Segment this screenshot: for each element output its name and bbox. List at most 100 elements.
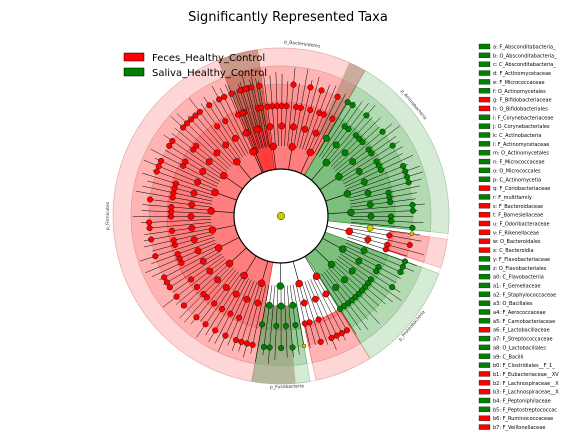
key-swatch-h [478, 105, 491, 112]
branch [318, 101, 356, 158]
node-feces [225, 259, 234, 268]
key-swatch-b1 [478, 371, 491, 377]
branch [345, 163, 408, 190]
branch [313, 93, 346, 155]
node-feces [243, 295, 251, 303]
node-feces [256, 82, 263, 89]
node-saliva [401, 258, 408, 265]
node-feces [328, 334, 335, 341]
branch [290, 83, 300, 147]
key-label-e: e: F_Micrococcaceae [493, 80, 545, 86]
branch [326, 226, 350, 232]
node-feces [211, 300, 218, 307]
branch [236, 161, 252, 180]
node-feces [283, 103, 290, 110]
branch [243, 255, 257, 276]
key-swatch-b7 [478, 424, 491, 430]
node-saliva [292, 322, 299, 329]
key-label-a1: a1: F_Gemellaceae [493, 283, 541, 289]
key-label-j: j: O_Corynebacteriales [492, 124, 550, 130]
branch [311, 162, 327, 181]
branch [269, 75, 276, 147]
key-label-b4: b4: F_Peptoniphilaceae [493, 399, 551, 405]
node-saliva [348, 267, 356, 275]
node-feces [249, 341, 256, 348]
node-feces [343, 327, 350, 334]
branch [314, 248, 332, 265]
branch [301, 282, 322, 344]
node-feces [307, 106, 314, 113]
key-swatch-u [478, 220, 491, 227]
node-feces [199, 168, 207, 175]
node-saliva [345, 126, 352, 133]
node-saliva [387, 199, 394, 206]
node-feces [227, 310, 234, 317]
node-saliva [276, 282, 284, 290]
branch [267, 285, 276, 364]
branch [349, 228, 422, 242]
key-label-b2: b2: F_Lachnospiraceae__X [493, 381, 559, 387]
branch [323, 103, 369, 161]
node-feces [239, 109, 246, 116]
branch [218, 237, 240, 249]
level-ring [112, 47, 450, 385]
branch [289, 285, 300, 355]
branch [313, 277, 346, 341]
node-saliva [373, 268, 380, 275]
legend-label-feces: Feces_Healthy_Control [152, 53, 265, 64]
key-label-h: h: O_Bifidobacteriales [493, 106, 548, 112]
node-feces [254, 299, 262, 307]
node-feces [180, 302, 187, 309]
key-swatch-s [478, 203, 491, 209]
tree-branches [132, 67, 425, 364]
branch [284, 80, 289, 147]
node-feces [253, 125, 261, 133]
node-feces [205, 158, 213, 166]
node-saliva [402, 168, 409, 175]
node-feces [153, 168, 160, 175]
branch [211, 210, 235, 213]
key-swatch-a7 [478, 335, 491, 342]
key-swatch-n [478, 158, 491, 165]
node-feces [194, 178, 202, 186]
branch [152, 169, 216, 193]
node-feces [232, 290, 240, 298]
branch [304, 281, 329, 345]
branch [318, 274, 357, 335]
node-feces [200, 290, 207, 297]
key-swatch-v [478, 229, 491, 236]
node-feces [219, 305, 226, 312]
branch [229, 247, 247, 264]
node-saliva [323, 134, 330, 142]
node-saliva [379, 128, 386, 135]
branch [330, 265, 378, 313]
node-saliva [282, 322, 289, 329]
node-feces [202, 321, 209, 328]
branch [252, 151, 263, 174]
branch [287, 67, 296, 147]
key-swatch-c [478, 61, 491, 67]
node-feces [192, 112, 199, 119]
key-swatch-q [478, 185, 491, 191]
branch [258, 80, 270, 148]
branch [152, 234, 214, 252]
branch [239, 82, 261, 150]
key-label-b0: b0: F_Clostridiales__F_1_ [493, 363, 555, 369]
branch [214, 192, 237, 201]
node-feces [188, 116, 195, 123]
node-saliva [341, 149, 349, 157]
key-swatch-a4 [478, 309, 491, 315]
branch [167, 144, 222, 179]
branch [349, 192, 417, 205]
branch [292, 284, 305, 347]
node-feces [213, 149, 221, 157]
node-feces [297, 104, 304, 111]
branch [147, 180, 214, 199]
node-neutral [366, 224, 374, 232]
node-feces [180, 124, 187, 131]
node-saliva [344, 99, 351, 106]
node-saliva [273, 322, 280, 329]
branch [327, 212, 351, 214]
legend-swatch-feces [123, 52, 145, 62]
key-swatch-a5 [478, 318, 491, 324]
